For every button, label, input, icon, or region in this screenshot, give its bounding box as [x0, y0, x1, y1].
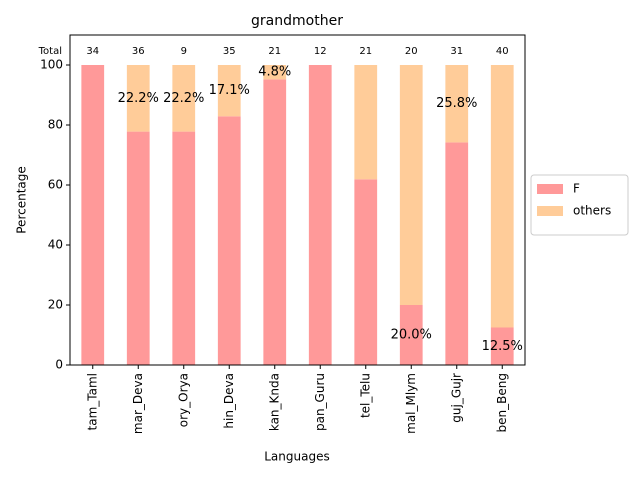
- total-label: 21: [359, 46, 372, 57]
- x-tick-label: guj_Gujr: [449, 373, 463, 423]
- bar-segment: [490, 327, 514, 365]
- legend-label: others: [573, 204, 611, 218]
- legend-swatch: [537, 206, 563, 216]
- x-tick-label: mar_Deva: [131, 373, 145, 434]
- value-label: 25.8%: [436, 96, 477, 111]
- legend-swatch: [537, 184, 563, 194]
- bar-segment: [399, 305, 423, 365]
- bar-segment: [354, 65, 378, 180]
- y-tick-label: 60: [48, 178, 63, 192]
- bar-segment: [172, 65, 196, 132]
- bar-segment: [263, 79, 287, 366]
- y-tick-label: 80: [48, 118, 63, 132]
- value-label: 20.0%: [391, 328, 432, 343]
- chart-title: grandmother: [251, 13, 343, 29]
- value-label: 12.5%: [482, 339, 523, 354]
- bar-segment: [490, 65, 514, 328]
- x-tick-label: tam_Taml: [85, 373, 99, 430]
- x-tick-label: ben_Beng: [495, 373, 509, 432]
- y-axis-label: Percentage: [15, 166, 29, 234]
- bar-segment: [263, 65, 287, 80]
- y-tick-label: 20: [48, 298, 63, 312]
- total-label: 9: [181, 46, 187, 57]
- bar-segment: [354, 179, 378, 365]
- x-axis-label: Languages: [264, 450, 329, 464]
- bar-segment: [445, 142, 469, 365]
- total-label: 36: [132, 46, 145, 57]
- bar-segment: [126, 65, 150, 132]
- total-label: 40: [496, 46, 509, 57]
- value-label: 22.2%: [118, 91, 159, 106]
- x-tick-label: hin_Deva: [222, 373, 236, 429]
- bar-segment: [308, 65, 332, 365]
- plot-frame: [69, 34, 526, 366]
- bar-segment: [217, 116, 241, 365]
- y-tick-label: 0: [55, 358, 63, 372]
- totals-label: Total: [38, 46, 62, 57]
- total-label: 20: [405, 46, 418, 57]
- legend-label: F: [573, 182, 580, 196]
- bar-segment: [172, 131, 196, 365]
- value-label: 4.8%: [258, 65, 291, 80]
- total-label: 35: [223, 46, 236, 57]
- bar-segment: [445, 65, 469, 143]
- value-label: 17.1%: [209, 83, 250, 98]
- value-label: 22.2%: [163, 91, 204, 106]
- bar-segment: [399, 65, 423, 305]
- total-label: 31: [450, 46, 463, 57]
- y-tick-label: 100: [40, 58, 63, 72]
- total-label: 21: [268, 46, 281, 57]
- bar-segment: [126, 131, 150, 365]
- x-tick-label: pan_Guru: [313, 373, 327, 431]
- bar-segment: [217, 65, 241, 117]
- total-label: 12: [314, 46, 327, 57]
- x-tick-label: kan_Knda: [267, 373, 281, 431]
- bar-segment: [81, 65, 105, 365]
- total-label: 34: [86, 46, 99, 57]
- y-tick-label: 40: [48, 238, 63, 252]
- x-tick-label: mal_Mlym: [404, 373, 418, 434]
- x-tick-label: tel_Telu: [358, 373, 372, 418]
- x-tick-label: ory_Orya: [176, 373, 190, 427]
